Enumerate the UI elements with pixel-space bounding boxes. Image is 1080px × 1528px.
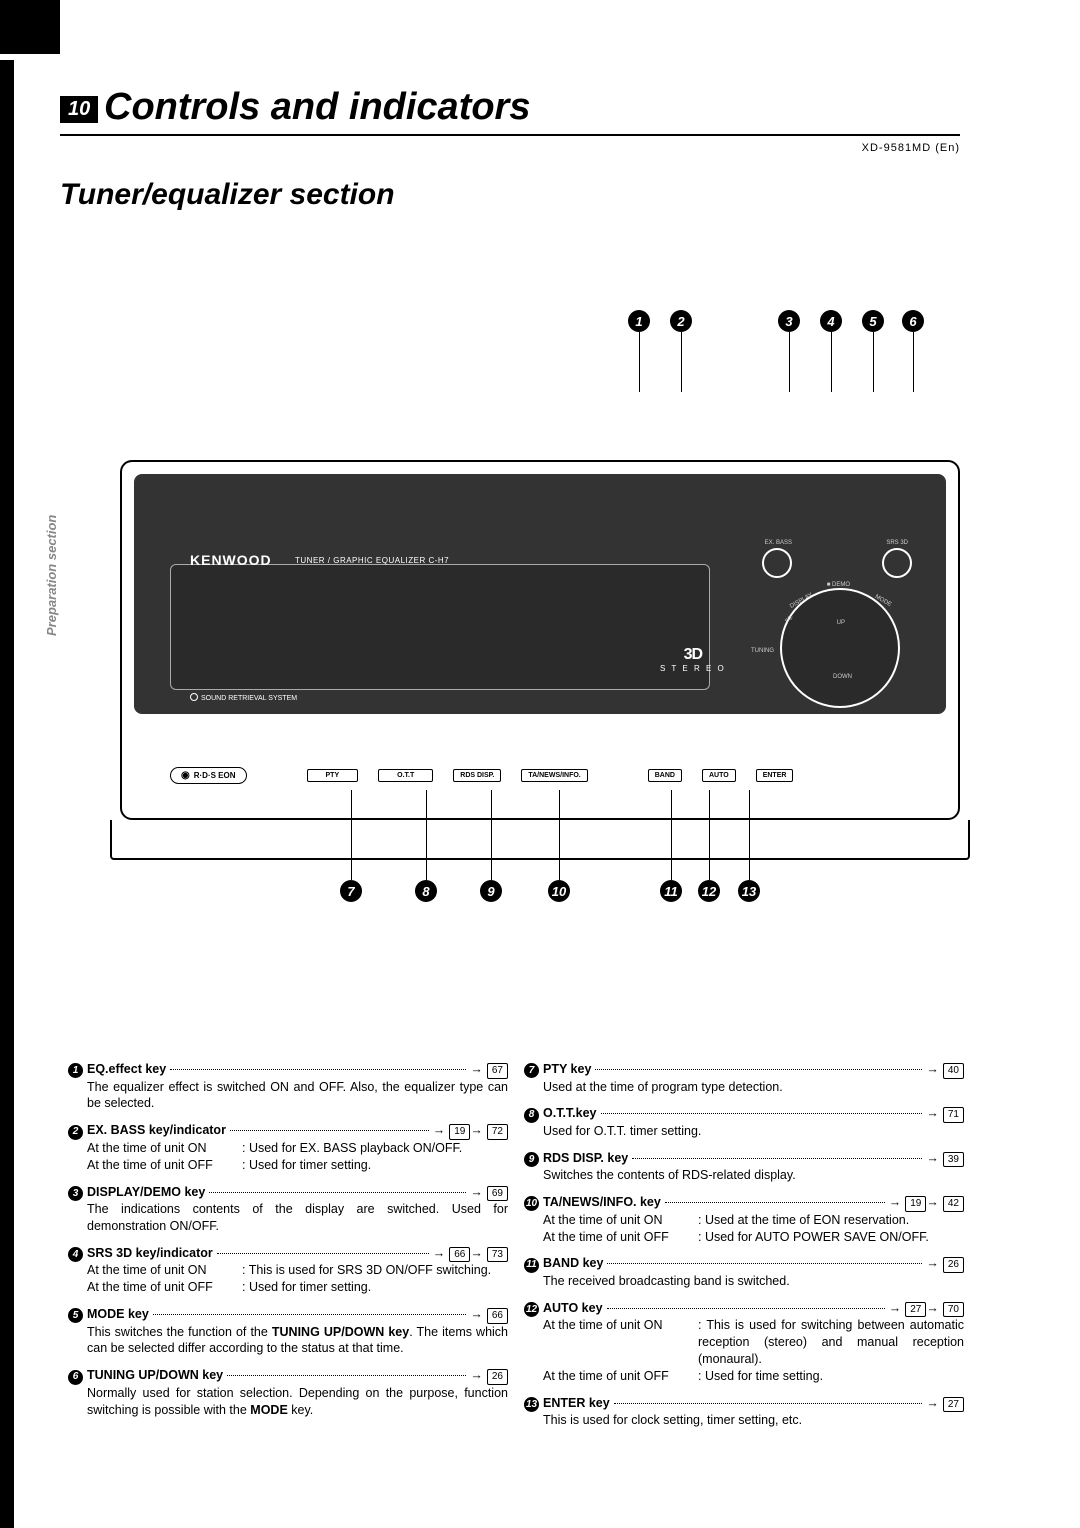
item-6: 6TUNING UP/DOWN key→26Normally used for …: [68, 1367, 508, 1418]
callout-12: 12: [698, 790, 720, 902]
ex-bass-knob: [762, 548, 792, 578]
equipment-diagram: 123456 KENWOOD TUNER / GRAPHIC EQUALIZER…: [120, 390, 960, 930]
item-8: 8O.T.T.key→71Used for O.T.T. timer setti…: [524, 1105, 964, 1139]
pty-button: PTY: [307, 769, 359, 782]
descriptions-left: 1EQ.effect key→67The equalizer effect is…: [68, 1061, 508, 1429]
callout-9: 9: [480, 790, 502, 902]
callout-8: 8: [415, 790, 437, 902]
down-label: DOWN: [833, 674, 852, 680]
item-12: 12AUTO key→27 →70At the time of unit ON:…: [524, 1300, 964, 1385]
page-number: 10: [60, 96, 98, 123]
section-side-label: Preparation section: [44, 515, 59, 636]
callout-6: 6: [902, 310, 924, 392]
item-9: 9RDS DISP. key→39Switches the contents o…: [524, 1150, 964, 1184]
callout-2: 2: [670, 310, 692, 392]
unit-base: [110, 820, 970, 860]
brand-label: KENWOOD: [190, 552, 272, 568]
display-window: [170, 564, 710, 690]
rds-eon-badge: ◉R·D·S EON: [170, 767, 247, 784]
item-11: 11BAND key→26The received broadcasting b…: [524, 1255, 964, 1289]
stereo-3d-logo: 3D S T E R E O: [660, 646, 726, 673]
item-2: 2EX. BASS key/indicator→19 →72At the tim…: [68, 1122, 508, 1173]
callout-1: 1: [628, 310, 650, 392]
srs-label: SOUND RETRIEVAL SYSTEM: [190, 692, 297, 702]
callout-10: 10: [548, 790, 570, 902]
callout-5: 5: [862, 310, 884, 392]
corner-block: [0, 0, 60, 54]
descriptions-right: 7PTY key→40Used at the time of program t…: [524, 1061, 964, 1439]
item-3: 3DISPLAY/DEMO key→69The indications cont…: [68, 1184, 508, 1235]
callout-11: 11: [660, 790, 682, 902]
item-10: 10TA/NEWS/INFO. key→19 →42At the time of…: [524, 1194, 964, 1245]
page-title: Controls and indicators: [104, 86, 530, 129]
tuner-unit: KENWOOD TUNER / GRAPHIC EQUALIZER C-H7 3…: [120, 460, 960, 860]
auto-button: AUTO: [702, 769, 736, 782]
item-4: 4SRS 3D key/indicator→66 →73At the time …: [68, 1245, 508, 1296]
srs3d-label: SRS 3D: [886, 540, 908, 546]
tuning-label: TUNING: [751, 648, 774, 654]
subbrand-label: TUNER / GRAPHIC EQUALIZER C-H7: [295, 556, 449, 565]
srs3d-knob: [882, 548, 912, 578]
callout-7: 7: [340, 790, 362, 902]
page-subtitle: Tuner/equalizer section: [60, 178, 395, 212]
callout-4: 4: [820, 310, 842, 392]
ex-bass-label: EX. BASS: [765, 540, 792, 546]
title-rule: [60, 134, 960, 136]
callout-3: 3: [778, 310, 800, 392]
item-7: 7PTY key→40Used at the time of program t…: [524, 1061, 964, 1095]
item-1: 1EQ.effect key→67The equalizer effect is…: [68, 1061, 508, 1112]
callout-13: 13: [738, 790, 760, 902]
side-block: [0, 60, 14, 1528]
item-13: 13ENTER key→27This is used for clock set…: [524, 1395, 964, 1429]
rds-disp-button: RDS DISP.: [453, 769, 501, 782]
demo-label: ■ DEMO: [827, 582, 850, 588]
item-5: 5MODE key→66This switches the function o…: [68, 1306, 508, 1357]
button-row: ◉R·D·S EON PTY O.T.T RDS DISP. TA/NEWS/I…: [170, 760, 910, 790]
ta-news-info-button: TA/NEWS/INFO.: [521, 769, 587, 782]
model-code: XD-9581MD (En): [862, 142, 960, 154]
enter-button: ENTER: [756, 769, 794, 782]
ott-button: O.T.T: [378, 769, 433, 782]
up-label: UP: [837, 620, 845, 626]
band-button: BAND: [648, 769, 682, 782]
